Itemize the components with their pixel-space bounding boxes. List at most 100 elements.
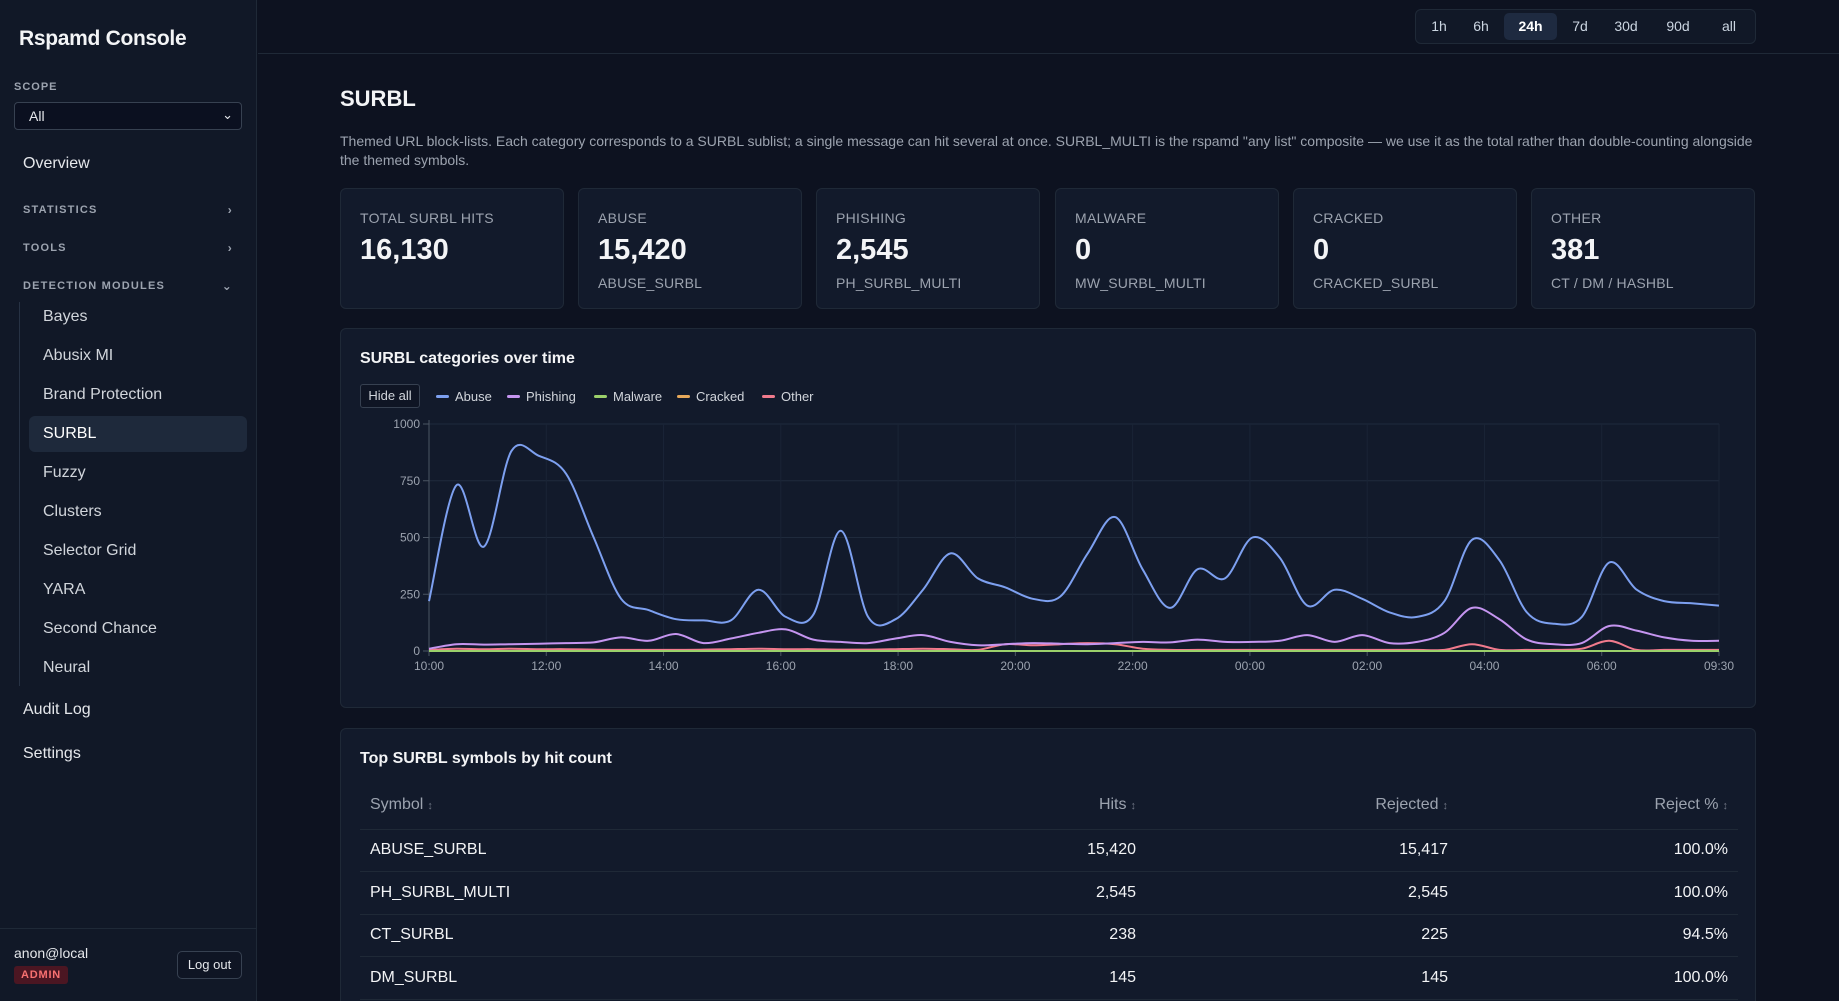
range-1h-button[interactable]: 1h (1431, 18, 1447, 34)
x-tick-label: 00:00 (1235, 659, 1265, 673)
legend-swatch (507, 395, 520, 399)
legend-swatch (762, 395, 775, 399)
legend-label: Abuse (455, 389, 492, 404)
cell-symbol: CT_SURBL (360, 914, 880, 957)
line-chart: 0 250 500 750 1000 10:00 12:00 14:00 16:00 18:00 2… (393, 417, 1734, 673)
legend-swatch (594, 395, 607, 399)
sidebar-item-label: Abusix MI (43, 347, 114, 364)
stat-value: 16,130 (360, 234, 449, 266)
stat-value: 2,545 (836, 234, 909, 266)
cell-hits: 2,545 (880, 871, 1146, 915)
table-row[interactable]: CT_SURBL 238 225 94.5% (360, 914, 1738, 957)
sidebar-item-selector-grid[interactable]: Selector Grid (29, 533, 247, 569)
stat-label: TOTAL SURBL HITS (360, 210, 494, 226)
table-row[interactable]: PH_SURBL_MULTI 2,545 2,545 100.0% (360, 871, 1738, 915)
sidebar-item-surbl[interactable]: SURBL (29, 416, 247, 452)
page-description: Themed URL block-lists. Each category co… (340, 133, 1753, 168)
sidebar-item-label: Fuzzy (43, 464, 86, 481)
sort-icon: ↕ (1722, 799, 1729, 812)
hide-all-button[interactable]: Hide all (360, 384, 420, 408)
sidebar-item-label: YARA (43, 581, 86, 598)
stat-value: 381 (1551, 234, 1600, 266)
legend-label: Other (781, 389, 814, 404)
y-tick-label: 500 (400, 531, 420, 545)
sidebar-item-neural[interactable]: Neural (29, 650, 247, 686)
sidebar-item-label: Bayes (43, 308, 88, 325)
legend-item-abuse[interactable]: Abuse (436, 389, 492, 404)
stat-value: 15,420 (598, 234, 687, 266)
nav-section-detection-modules[interactable]: DETECTION MODULES ⌄ (23, 279, 233, 293)
range-24h-button[interactable]: 24h (1504, 13, 1557, 40)
sidebar: Rspamd Console SCOPE All ⌄ Overview STAT… (0, 0, 257, 1001)
x-tick-label: 16:00 (766, 659, 796, 673)
logout-button[interactable]: Log out (177, 951, 242, 979)
nav-section-label: STATISTICS (23, 204, 98, 216)
range-6h-button[interactable]: 6h (1473, 18, 1489, 34)
sidebar-item-second-chance[interactable]: Second Chance (29, 611, 247, 647)
table-header-row: Symbol ↕ Hits ↕ Rejected ↕ Reject % ↕ (360, 781, 1738, 830)
legend-item-cracked[interactable]: Cracked (677, 389, 744, 404)
chevron-right-icon: › (227, 241, 233, 255)
y-tick-label: 750 (400, 474, 420, 488)
submenu-guide-line (19, 302, 20, 686)
nav-overview[interactable]: Overview (23, 155, 90, 172)
sort-icon: ↕ (1442, 799, 1449, 812)
legend-label: Cracked (696, 389, 745, 404)
sidebar-item-label: Selector Grid (43, 542, 137, 559)
chart-title: SURBL categories over time (360, 350, 575, 367)
legend-item-other[interactable]: Other (762, 389, 814, 404)
table-title: Top SURBL symbols by hit count (360, 750, 612, 767)
range-90d-button[interactable]: 90d (1666, 18, 1690, 34)
stat-sub: MW_SURBL_MULTI (1075, 275, 1206, 291)
y-tick-label: 250 (400, 587, 420, 601)
series-line-abuse (428, 444, 1720, 627)
cell-hits: 15,420 (880, 829, 1146, 872)
stat-value: 0 (1075, 234, 1092, 266)
x-tick-label: 18:00 (883, 659, 913, 673)
sidebar-item-fuzzy[interactable]: Fuzzy (29, 455, 247, 491)
table-row[interactable]: DM_SURBL 145 145 100.0% (360, 956, 1738, 1000)
range-7d-button[interactable]: 7d (1572, 18, 1588, 34)
role-badge: ADMIN (14, 966, 69, 984)
x-tick-label: 09:30 (1704, 659, 1734, 673)
table-row[interactable]: ABUSE_SURBL 15,420 15,417 100.0% (360, 829, 1738, 872)
page-title: SURBL (340, 86, 416, 111)
time-range-selector: 1h 6h 24h 7d 30d 90d all (1415, 9, 1756, 44)
nav-audit-log[interactable]: Audit Log (23, 701, 91, 718)
sidebar-item-label: Neural (43, 659, 91, 676)
nav-settings[interactable]: Settings (23, 745, 81, 762)
legend-item-phishing[interactable]: Phishing (507, 389, 576, 404)
range-30d-button[interactable]: 30d (1614, 18, 1638, 34)
sidebar-item-abusix-mi[interactable]: Abusix MI (29, 338, 247, 374)
stat-card-other: OTHER 381 CT / DM / HASHBL (1531, 188, 1755, 309)
column-header-symbol[interactable]: Symbol ↕ (360, 781, 880, 830)
column-header-rejected[interactable]: Rejected ↕ (1146, 781, 1458, 830)
nav-section-statistics[interactable]: STATISTICS › (23, 203, 233, 217)
sidebar-item-label: SURBL (43, 425, 97, 442)
sidebar-item-brand-protection[interactable]: Brand Protection (29, 377, 247, 413)
nav-section-label: TOOLS (23, 242, 67, 254)
column-header-reject-pct[interactable]: Reject % ↕ (1458, 781, 1738, 830)
sort-icon: ↕ (427, 799, 433, 812)
stat-card-total: TOTAL SURBL HITS 16,130 (340, 188, 564, 309)
chart-panel: SURBL categories over time Hide all Abus… (340, 328, 1756, 708)
legend-label: Phishing (526, 389, 576, 404)
column-header-hits[interactable]: Hits ↕ (880, 781, 1146, 830)
range-all-button[interactable]: all (1721, 18, 1736, 34)
sidebar-item-clusters[interactable]: Clusters (29, 494, 247, 530)
sidebar-item-bayes[interactable]: Bayes (29, 299, 247, 335)
scope-select[interactable]: All ⌄ (14, 102, 242, 130)
sort-icon: ↕ (1130, 799, 1137, 812)
x-tick-label: 04:00 (1469, 659, 1499, 673)
column-header-label: Rejected (1375, 795, 1439, 813)
nav-section-tools[interactable]: TOOLS › (23, 241, 233, 255)
sidebar-item-yara[interactable]: YARA (29, 572, 247, 608)
stat-card-phishing: PHISHING 2,545 PH_SURBL_MULTI (816, 188, 1040, 309)
legend-item-malware[interactable]: Malware (594, 389, 662, 404)
symbols-table: Symbol ↕ Hits ↕ Rejected ↕ Reject % ↕ ABUSE_… (360, 781, 1738, 1000)
cell-reject-pct: 94.5% (1458, 914, 1738, 957)
stat-card-abuse: ABUSE 15,420 ABUSE_SURBL (578, 188, 802, 309)
sidebar-item-label: Brand Protection (43, 386, 163, 403)
stat-label: MALWARE (1075, 210, 1147, 226)
series-line-phishing (428, 606, 1720, 650)
